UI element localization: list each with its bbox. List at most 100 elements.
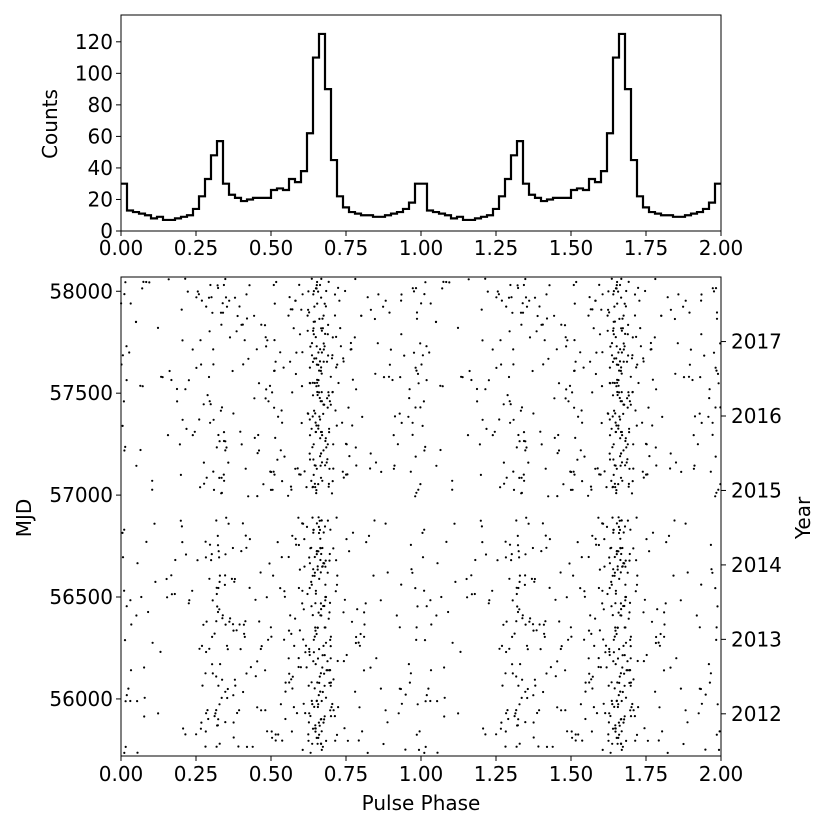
photon-point xyxy=(234,684,237,687)
photon-point xyxy=(622,348,625,351)
photon-point xyxy=(692,434,695,437)
photon-point xyxy=(624,464,627,467)
photon-point xyxy=(591,687,594,690)
profile-y-tick-label: 100 xyxy=(75,61,113,85)
photon-point xyxy=(602,638,605,641)
photon-point xyxy=(318,724,321,727)
photon-point xyxy=(588,681,591,684)
photon-point xyxy=(629,715,633,718)
photon-point xyxy=(330,492,334,495)
photon-point xyxy=(611,574,614,577)
photon-point xyxy=(204,672,207,675)
photon-point xyxy=(567,638,570,641)
photon-point xyxy=(610,605,613,608)
photon-point xyxy=(224,721,227,724)
photon-point xyxy=(569,626,573,629)
photon-point xyxy=(324,305,327,308)
photon-point xyxy=(466,434,470,437)
photon-point xyxy=(624,305,628,308)
photon-point xyxy=(344,289,347,293)
photon-point xyxy=(124,700,127,703)
photon-point xyxy=(570,635,573,638)
photon-point xyxy=(506,709,509,712)
photon-point xyxy=(613,482,617,485)
photon-point xyxy=(714,455,717,458)
photon-point xyxy=(218,608,221,611)
photon-point xyxy=(536,314,539,318)
photon-point xyxy=(287,657,290,660)
photon-point xyxy=(614,727,617,730)
photon-point xyxy=(562,483,565,486)
photon-point xyxy=(619,464,622,467)
photon-point xyxy=(287,494,290,497)
profile-x-tick-label: 0.75 xyxy=(324,236,369,260)
photon-point xyxy=(317,531,321,535)
photon-point xyxy=(318,528,322,532)
photon-point xyxy=(613,705,616,709)
photon-point xyxy=(328,601,332,605)
photon-point xyxy=(712,351,716,354)
photon-point xyxy=(214,712,217,715)
photon-point xyxy=(622,721,625,724)
photon-point xyxy=(305,666,308,669)
photon-point xyxy=(342,611,345,614)
photon-point xyxy=(217,718,220,721)
photon-point xyxy=(427,687,430,690)
photon-point xyxy=(584,681,587,684)
photon-point xyxy=(589,614,592,617)
photon-point xyxy=(287,629,291,632)
photon-point xyxy=(645,538,648,541)
photon-point xyxy=(505,650,508,654)
year-tick-label: 2014 xyxy=(731,553,782,577)
photon-point xyxy=(627,391,630,394)
photon-point xyxy=(667,534,671,538)
photon-point xyxy=(229,617,232,620)
photon-point xyxy=(308,586,311,590)
photon-point xyxy=(289,485,293,488)
photon-point xyxy=(310,583,313,586)
photon-point xyxy=(610,699,613,703)
profile-x-tick-label: 0.25 xyxy=(174,236,219,260)
photon-point xyxy=(669,467,672,470)
photon-point xyxy=(127,687,130,690)
photon-point xyxy=(225,516,228,519)
photon-point xyxy=(287,555,290,559)
photon-point xyxy=(684,709,687,712)
photon-point xyxy=(308,653,311,657)
photon-point xyxy=(208,577,211,580)
photon-point xyxy=(516,534,519,538)
photon-point xyxy=(606,592,609,596)
photon-point xyxy=(276,541,279,544)
photon-point xyxy=(151,488,154,491)
photon-point xyxy=(404,748,407,751)
photon-point xyxy=(582,366,585,369)
photon-point xyxy=(324,696,328,699)
photon-point xyxy=(638,299,641,302)
photon-point xyxy=(616,626,619,629)
photon-point xyxy=(314,336,317,339)
photon-point xyxy=(484,733,487,736)
photon-point xyxy=(709,543,713,547)
photon-point xyxy=(643,727,646,730)
photon-point xyxy=(319,369,322,372)
photon-point xyxy=(215,745,218,748)
photon-point xyxy=(622,342,625,345)
photon-point xyxy=(661,415,664,418)
photon-point xyxy=(544,467,547,470)
photon-point xyxy=(306,592,309,596)
photon-point xyxy=(475,387,479,391)
photon-point xyxy=(481,339,484,342)
photon-point xyxy=(357,739,360,742)
mjd-tick-label: 56500 xyxy=(49,585,113,609)
photon-point xyxy=(515,446,518,449)
photon-point xyxy=(272,470,275,473)
photon-point xyxy=(524,440,527,443)
photon-point xyxy=(331,390,334,394)
photon-point xyxy=(273,339,276,342)
photon-point xyxy=(321,654,324,657)
photon-point xyxy=(154,580,157,584)
photon-point xyxy=(613,574,616,577)
photon-point xyxy=(423,589,426,592)
photon-point xyxy=(717,748,721,752)
photon-point xyxy=(627,354,630,357)
